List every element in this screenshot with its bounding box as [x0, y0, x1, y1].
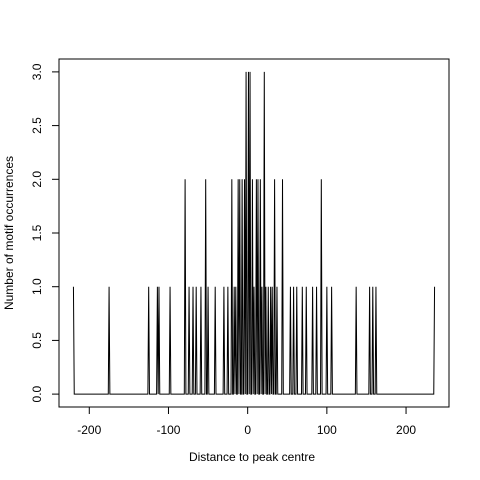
y-tick-label: 3.0: [30, 63, 44, 80]
plot-frame: [58, 58, 450, 408]
y-tick-label: 0.0: [30, 385, 44, 402]
y-axis-label: Number of motif occurrences: [2, 156, 16, 310]
x-tick-label: 200: [396, 423, 416, 437]
y-tick-label: 2.0: [30, 171, 44, 188]
x-tick-label: -200: [77, 423, 101, 437]
x-tick-label: 0: [244, 423, 251, 437]
y-tick-label: 1.0: [30, 278, 44, 295]
x-tick-label: 100: [317, 423, 337, 437]
x-axis-label: Distance to peak centre: [189, 450, 315, 464]
y-tick-label: 0.5: [30, 332, 44, 349]
x-tick-label: -100: [156, 423, 180, 437]
y-tick-label: 1.5: [30, 224, 44, 241]
data-line: [72, 71, 436, 395]
y-tick-label: 2.5: [30, 117, 44, 134]
